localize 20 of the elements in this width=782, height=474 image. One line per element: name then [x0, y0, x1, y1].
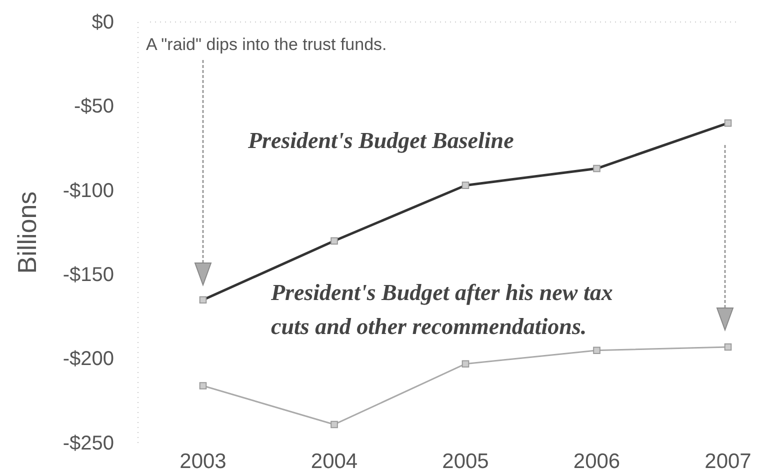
y-tick-label: $0	[92, 11, 114, 34]
point	[330, 420, 338, 428]
y-axis-title: Billions	[12, 191, 42, 274]
y-tick-label: -$50	[74, 96, 114, 118]
series-label: President's Budget after his new tax cuts and other recommendations.	[270, 280, 613, 339]
point	[593, 346, 600, 354]
point	[462, 360, 470, 368]
annotation: A "raid" dips into the trust funds.	[146, 35, 387, 54]
y-tick-label: -$250	[62, 432, 114, 454]
x-tick-label: 2004	[310, 450, 358, 473]
x-tick-label: 2006	[573, 450, 620, 473]
y-tick-label: -$200	[62, 348, 114, 370]
x-tick-label: 2005	[442, 450, 489, 473]
y-tick-label: -$100	[62, 180, 114, 202]
y-tick-label: -$150	[62, 264, 114, 286]
point	[724, 343, 732, 351]
x-tick-label: 2003	[180, 450, 226, 473]
x-tick-label: 2007	[704, 450, 752, 473]
series-label: President's Budget Baseline	[247, 128, 514, 153]
point	[199, 382, 207, 390]
